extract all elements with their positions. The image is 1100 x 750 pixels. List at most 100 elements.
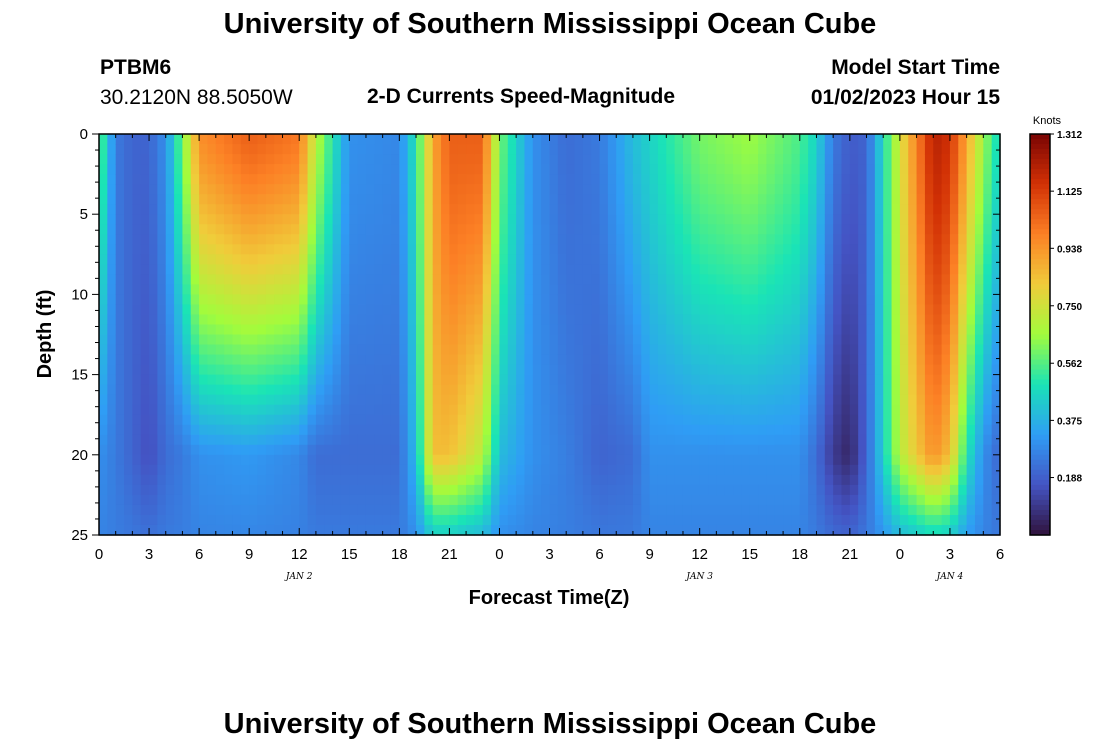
heatmap-cell bbox=[282, 494, 292, 506]
heatmap-cell bbox=[524, 484, 534, 496]
heatmap-cell bbox=[507, 164, 517, 175]
heatmap-cell bbox=[365, 444, 375, 456]
heatmap-cell bbox=[599, 514, 609, 526]
heatmap-cell bbox=[974, 234, 984, 245]
heatmap-cell bbox=[182, 244, 192, 255]
heatmap-cell bbox=[924, 144, 934, 155]
heatmap-cell bbox=[132, 194, 142, 205]
heatmap-cell bbox=[841, 444, 851, 456]
heatmap-cell bbox=[824, 364, 834, 376]
heatmap-cell bbox=[332, 304, 342, 316]
heatmap-cell bbox=[282, 194, 292, 205]
heatmap-cell bbox=[758, 504, 767, 516]
heatmap-cell bbox=[140, 224, 150, 235]
heatmap-cell bbox=[524, 304, 534, 316]
heatmap-cell bbox=[199, 204, 209, 215]
heatmap-cell bbox=[791, 394, 801, 406]
heatmap-cell bbox=[974, 484, 984, 496]
heatmap-cell bbox=[524, 344, 534, 356]
heatmap-cell bbox=[899, 524, 909, 536]
heatmap-cell bbox=[899, 344, 909, 356]
heatmap-cell bbox=[808, 154, 818, 165]
heatmap-cell bbox=[374, 214, 384, 225]
heatmap-cell bbox=[541, 514, 551, 526]
heatmap-cell bbox=[115, 494, 125, 506]
heatmap-cell bbox=[207, 134, 217, 145]
heatmap-cell bbox=[691, 344, 701, 356]
heatmap-cell bbox=[290, 384, 300, 396]
heatmap-cell bbox=[799, 154, 809, 165]
heatmap-cell bbox=[891, 364, 901, 376]
heatmap-cell bbox=[666, 454, 676, 466]
heatmap-cell bbox=[641, 384, 651, 396]
heatmap-cell bbox=[232, 484, 242, 496]
heatmap-cell bbox=[532, 494, 542, 506]
heatmap-cell bbox=[657, 284, 667, 296]
heatmap-cell bbox=[482, 334, 492, 346]
heatmap-cell bbox=[924, 274, 934, 285]
heatmap-cell bbox=[933, 304, 943, 316]
date-label: JAN 3 bbox=[684, 572, 713, 582]
heatmap-cell bbox=[758, 374, 767, 386]
heatmap-cell bbox=[416, 434, 425, 446]
heatmap-cell bbox=[808, 494, 818, 506]
heatmap-cell bbox=[107, 264, 117, 275]
heatmap-cell bbox=[799, 434, 809, 446]
heatmap-cell bbox=[632, 304, 642, 316]
heatmap-cell bbox=[290, 184, 300, 195]
heatmap-cell bbox=[632, 224, 642, 235]
colorbar-segment bbox=[1030, 134, 1050, 140]
heatmap-cell bbox=[507, 284, 517, 296]
heatmap-cell bbox=[107, 194, 117, 205]
heatmap-cell bbox=[507, 354, 517, 366]
heatmap-cell bbox=[582, 424, 592, 436]
heatmap-cell bbox=[758, 284, 767, 296]
heatmap-cell bbox=[299, 134, 309, 145]
heatmap-cell bbox=[357, 404, 367, 416]
colorbar-segment bbox=[1030, 269, 1050, 275]
heatmap-cell bbox=[466, 254, 476, 265]
heatmap-cell bbox=[307, 224, 317, 235]
heatmap-cell bbox=[983, 434, 993, 446]
heatmap-cell bbox=[549, 334, 559, 346]
heatmap-cell bbox=[365, 154, 375, 165]
heatmap-cell bbox=[332, 444, 342, 456]
heatmap-cell bbox=[382, 374, 392, 386]
heatmap-cell bbox=[632, 254, 642, 265]
heatmap-cell bbox=[607, 444, 617, 456]
heatmap-cell bbox=[958, 154, 968, 165]
heatmap-cell bbox=[891, 474, 901, 486]
heatmap-cell bbox=[532, 514, 542, 526]
heatmap-cell bbox=[566, 214, 576, 225]
heatmap-cell bbox=[432, 344, 442, 356]
heatmap-cell bbox=[908, 284, 918, 296]
heatmap-cell bbox=[758, 214, 767, 225]
heatmap-cell bbox=[466, 384, 476, 396]
heatmap-cell bbox=[616, 344, 626, 356]
heatmap-cell bbox=[682, 374, 692, 386]
heatmap-cell bbox=[307, 464, 317, 476]
heatmap-cell bbox=[616, 414, 626, 426]
heatmap-cell bbox=[315, 404, 325, 416]
heatmap-cell bbox=[607, 364, 617, 376]
heatmap-cell bbox=[199, 284, 209, 296]
heatmap-cell bbox=[182, 194, 192, 205]
heatmap-cell bbox=[466, 244, 476, 255]
heatmap-cell bbox=[541, 454, 551, 466]
heatmap-cell bbox=[858, 334, 868, 346]
heatmap-cell bbox=[824, 384, 834, 396]
heatmap-cell bbox=[532, 334, 542, 346]
heatmap-cell bbox=[532, 434, 542, 446]
heatmap-cell bbox=[441, 144, 450, 155]
heatmap-cell bbox=[357, 204, 367, 215]
heatmap-cell bbox=[532, 194, 542, 205]
heatmap-cell bbox=[274, 254, 284, 265]
heatmap-cell bbox=[624, 414, 634, 426]
heatmap-cell bbox=[432, 444, 442, 456]
heatmap-cell bbox=[949, 474, 959, 486]
heatmap-cell bbox=[916, 314, 926, 326]
heatmap-cell bbox=[716, 514, 726, 526]
heatmap-cell bbox=[357, 454, 367, 466]
heatmap-cell bbox=[749, 264, 759, 275]
heatmap-cell bbox=[966, 254, 976, 265]
